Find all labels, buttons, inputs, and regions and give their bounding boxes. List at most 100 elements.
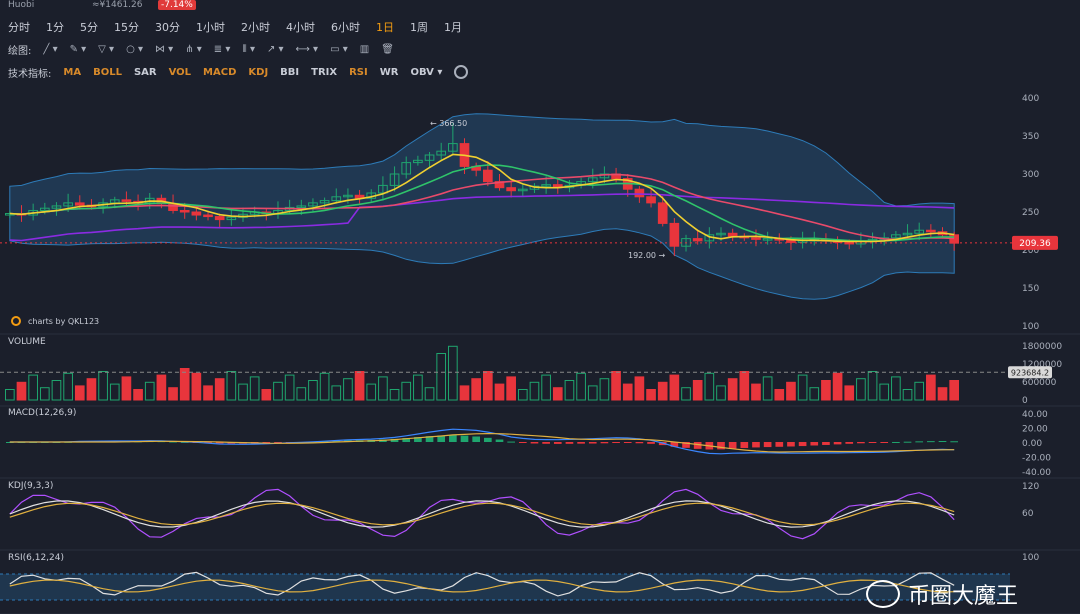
pattern-tool-icon[interactable]: ⋈ ▾	[155, 43, 174, 55]
chart-icon[interactable]: ▥	[359, 43, 370, 55]
candle	[74, 202, 85, 206]
macd-hist	[530, 442, 539, 444]
circle-tool-icon[interactable]: ○ ▾	[126, 43, 143, 55]
y-tick-price: 150	[1022, 284, 1039, 294]
indicator-4[interactable]: MACD	[203, 66, 237, 78]
volume-bar	[121, 376, 132, 401]
y-tick-volume: 0	[1022, 396, 1028, 406]
volume-bar	[191, 372, 202, 401]
bollinger-band	[9, 113, 955, 300]
volume-bar	[366, 383, 377, 401]
volume-bar	[506, 376, 516, 401]
kdj-d	[9, 502, 955, 526]
macd-hist	[833, 442, 842, 445]
timeframe-4[interactable]: 30分	[155, 21, 180, 34]
candle	[926, 229, 936, 233]
timeframe-3[interactable]: 15分	[114, 21, 139, 34]
candle	[191, 211, 202, 216]
macd-hist	[449, 435, 457, 442]
macd-hist	[484, 437, 492, 442]
y-tick-price: 100	[1022, 322, 1039, 332]
macd-hist	[612, 442, 620, 443]
candlestick-chart[interactable]: 400 350 300 250 200 150 100 209.36 ← 366.50 192.0…	[0, 84, 1080, 614]
macd-hist	[204, 442, 212, 443]
volume-bar	[226, 371, 237, 401]
candle	[541, 184, 551, 187]
macd-hist	[647, 442, 655, 444]
rsi-title: RSI(6,12,24)	[8, 553, 64, 563]
line-tool-icon[interactable]: ╱ ▾	[43, 43, 58, 55]
volume-bar	[16, 381, 27, 401]
fib-tool-icon[interactable]: ▽ ▾	[98, 43, 115, 55]
volume-bar	[576, 372, 586, 401]
indicator-0[interactable]: MA	[63, 66, 82, 78]
timeframe-7[interactable]: 4小时	[286, 21, 315, 34]
macd-hist	[798, 442, 807, 447]
indicator-8[interactable]: RSI	[349, 66, 368, 78]
volume-bar	[657, 381, 668, 401]
measure-tool-icon[interactable]: ⟷ ▾	[295, 43, 319, 55]
timeframe-10[interactable]: 1周	[410, 21, 428, 34]
timeframe-5[interactable]: 1小时	[196, 21, 225, 34]
timeframe-1[interactable]: 1分	[46, 21, 64, 34]
arrow-tool-icon[interactable]: ↗ ▾	[266, 43, 284, 55]
macd-hist	[215, 442, 224, 444]
y-tick-volume: 1800000	[1022, 342, 1062, 352]
indicator-2[interactable]: SAR	[133, 66, 157, 78]
indicator-toolbar: 技术指标: MA BOLL SAR VOL MACD KDJ BBI TRIX RSI WR OBV…	[0, 61, 1080, 83]
wechat-name: 币圈大魔王	[908, 584, 1019, 609]
levels-tool-icon[interactable]: ≣ ▾	[213, 43, 231, 55]
gear-icon[interactable]	[454, 65, 469, 79]
change-badge: -7.14%	[158, 0, 196, 10]
volume-bar	[238, 383, 248, 401]
volume-bar	[856, 378, 866, 401]
volume-bar	[296, 387, 307, 401]
y-tick-rsi: 100	[1022, 553, 1039, 563]
indicator-9[interactable]: WR	[379, 66, 399, 78]
volume-bar	[727, 378, 738, 401]
volume-bar	[704, 372, 715, 401]
volume-bar	[692, 380, 703, 401]
indicator-6[interactable]: BBI	[280, 66, 300, 78]
timeframe-9[interactable]: 1日	[376, 21, 394, 34]
indicator-1[interactable]: BOLL	[93, 66, 122, 78]
timeframe-2[interactable]: 5分	[80, 21, 98, 34]
macd-hist	[938, 441, 947, 443]
ma10-line	[9, 164, 955, 242]
pen-tool-icon[interactable]: ✎ ▾	[69, 43, 87, 55]
trash-icon[interactable]: 🗑	[381, 43, 394, 55]
volume-bar	[739, 371, 750, 401]
macd-hist	[903, 441, 912, 443]
y-tick-macd: -40.00	[1022, 468, 1051, 478]
pitchfork-tool-icon[interactable]: ⋔ ▾	[185, 43, 202, 55]
timeframe-11[interactable]: 1月	[444, 21, 462, 34]
volume-bar	[168, 387, 178, 401]
volume-bar	[261, 389, 272, 401]
macd-hist	[950, 441, 958, 443]
ma5-line	[9, 153, 955, 243]
macd-hist	[787, 442, 795, 447]
candle	[448, 143, 458, 152]
indicator-10[interactable]: OBV ▾	[410, 66, 443, 78]
candle	[413, 159, 423, 164]
timeframe-0[interactable]: 分时	[8, 21, 30, 34]
volume-bar	[5, 389, 15, 401]
indicator-5[interactable]: KDJ	[248, 66, 269, 78]
y-tick-price: 200	[1022, 246, 1039, 256]
drawing-toolbar: 绘图: ╱ ▾ ✎ ▾ ▽ ▾ ○ ▾ ⋈ ▾ ⋔ ▾ ≣ ▾ ⦀ ▾ ↗ ▾ …	[0, 38, 1080, 60]
indicator-3[interactable]: VOL	[168, 66, 192, 78]
volume-bar	[203, 385, 213, 401]
candle	[716, 232, 726, 236]
volume-bar	[179, 368, 190, 401]
candle	[727, 232, 738, 237]
gann-tool-icon[interactable]: ⦀ ▾	[242, 43, 255, 55]
timeframe-6[interactable]: 2小时	[241, 21, 270, 34]
macd-hist	[437, 435, 446, 442]
indicator-7[interactable]: TRIX	[311, 66, 338, 78]
volume-bar	[599, 378, 610, 401]
comment-tool-icon[interactable]: ▭ ▾	[330, 43, 348, 55]
candle	[214, 216, 225, 221]
candle	[121, 199, 132, 202]
ma20-line	[9, 173, 955, 241]
timeframe-8[interactable]: 6小时	[331, 21, 360, 34]
